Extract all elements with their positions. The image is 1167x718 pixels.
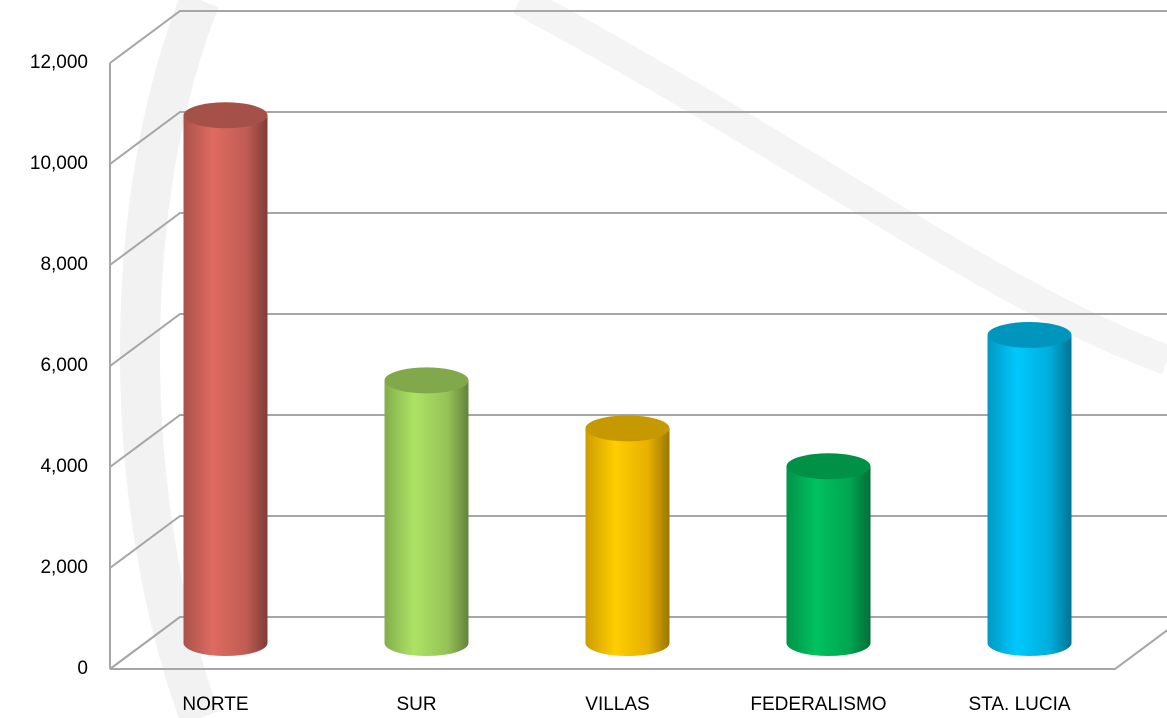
y-tick-label: 0 (77, 658, 88, 679)
x-tick-label: SUR (396, 694, 436, 715)
grid-line (109, 10, 1167, 64)
grid-line (109, 212, 1167, 266)
background-swoosh (512, 0, 1167, 375)
bar (183, 115, 268, 643)
y-tick-label: 10,000 (30, 153, 88, 174)
bar-top (384, 367, 469, 394)
grid-line (109, 414, 1167, 468)
bar-top (585, 415, 670, 442)
background-swoosh (120, 0, 219, 718)
x-tick-label: FEDERALISMO (750, 694, 886, 715)
y-tick-label: 6,000 (40, 355, 88, 376)
bar (987, 334, 1072, 643)
bar-top (987, 321, 1072, 348)
bar (384, 380, 469, 643)
bar (786, 466, 871, 643)
bar-top (183, 102, 268, 129)
grid-line (109, 313, 1167, 367)
y-tick-label: 8,000 (40, 254, 88, 275)
x-tick-label: NORTE (182, 694, 248, 715)
x-tick-label: STA. LUCIA (968, 694, 1070, 715)
x-tick-label: VILLAS (585, 694, 649, 715)
y-tick-label: 2,000 (40, 557, 88, 578)
grid-line (109, 111, 1167, 165)
bar-top (786, 453, 871, 480)
y-tick-label: 12,000 (30, 52, 88, 73)
y-tick-label: 4,000 (40, 456, 88, 477)
bar (585, 428, 670, 643)
